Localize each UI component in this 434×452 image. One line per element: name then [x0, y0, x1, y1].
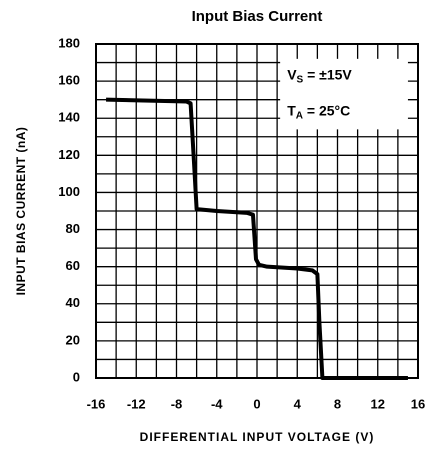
x-tick-label: 0	[253, 396, 260, 411]
data-line	[106, 97, 408, 380]
annotation-symbol: T	[287, 102, 296, 118]
x-tick-label: -12	[127, 396, 146, 411]
y-axis-label: INPUT BIAS CURRENT (nA)	[14, 127, 28, 296]
annotation-subscript: A	[296, 110, 303, 121]
x-tick-label: 12	[371, 396, 385, 411]
x-tick-label: 4	[294, 396, 302, 411]
y-tick-label: 100	[58, 184, 80, 199]
x-tick-label: 8	[334, 396, 341, 411]
annotation-text: = ±15V	[303, 66, 352, 82]
x-tick-label: 16	[411, 396, 425, 411]
x-tick-label: -4	[211, 396, 223, 411]
y-tick-label: 140	[58, 110, 80, 125]
x-tick-label: -8	[171, 396, 183, 411]
chart-title: Input Bias Current	[192, 8, 323, 25]
annotation-box	[280, 58, 408, 130]
y-tick-label: 180	[58, 35, 80, 50]
y-tick-label: 20	[66, 332, 80, 347]
annotation: VS = ±15V	[287, 66, 352, 85]
y-tick-label: 40	[66, 295, 80, 310]
y-tick-label: 60	[66, 258, 80, 273]
x-tick-label: -16	[87, 396, 106, 411]
y-tick-label: 120	[58, 147, 80, 162]
annotation-symbol: V	[287, 66, 297, 82]
annotation-subscript: S	[297, 74, 304, 85]
annotation: TA = 25°C	[287, 102, 350, 121]
annotation-text: = 25°C	[303, 102, 350, 118]
y-tick-label: 0	[73, 369, 80, 384]
plot-frame	[95, 43, 419, 379]
y-tick-label: 80	[66, 221, 80, 236]
x-axis-label: DIFFERENTIAL INPUT VOLTAGE (V)	[140, 430, 375, 444]
y-tick-label: 160	[58, 73, 80, 88]
